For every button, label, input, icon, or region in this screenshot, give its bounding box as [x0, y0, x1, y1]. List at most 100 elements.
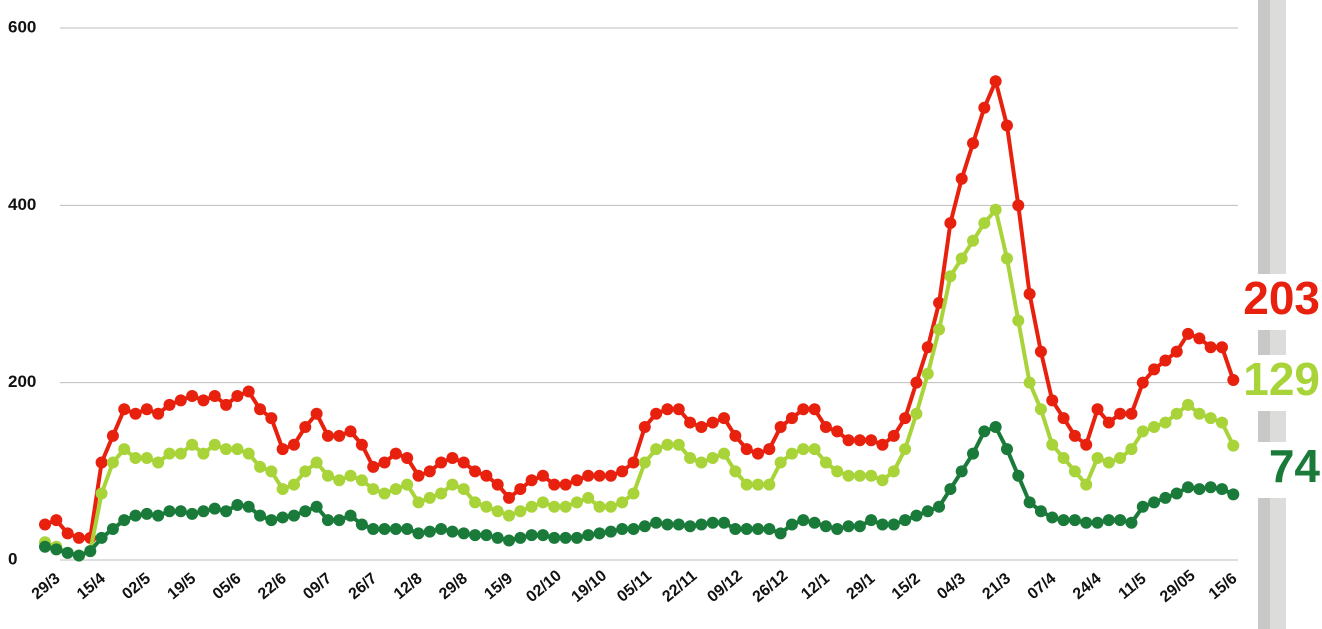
x-tick-label: 15/6 [1206, 570, 1241, 603]
point [367, 483, 380, 496]
point [650, 516, 663, 529]
point [921, 505, 934, 518]
point [129, 407, 142, 420]
point [401, 452, 414, 465]
point [242, 447, 255, 460]
point [604, 500, 617, 513]
point [774, 527, 787, 540]
point [163, 398, 176, 411]
point [186, 507, 199, 520]
point [1204, 412, 1217, 425]
x-tick-label: 05/11 [614, 567, 655, 605]
point [559, 531, 572, 544]
point [1136, 425, 1149, 438]
x-tick-label: 22/11 [659, 567, 700, 605]
point [95, 456, 108, 469]
point [548, 500, 561, 513]
point [163, 505, 176, 518]
x-tick-label: 15/9 [481, 570, 516, 603]
point [1012, 314, 1025, 327]
point [548, 531, 561, 544]
x-tick-label: 19/10 [569, 567, 611, 606]
point [1114, 452, 1127, 465]
point [785, 518, 798, 531]
point [978, 425, 991, 438]
point [921, 367, 934, 380]
point [1159, 491, 1172, 504]
x-tick-label: 04/3 [934, 570, 969, 603]
point [389, 483, 402, 496]
point [344, 509, 357, 522]
point [208, 438, 221, 451]
point [129, 509, 142, 522]
point [661, 403, 674, 416]
point [989, 75, 1002, 88]
y-tick-label: 0 [8, 549, 17, 568]
point [638, 456, 651, 469]
point [570, 474, 583, 487]
x-tick-label: 29/1 [844, 570, 879, 603]
point [1170, 345, 1183, 358]
point [978, 217, 991, 230]
point [1170, 407, 1183, 420]
x-tick-label: 02/5 [119, 570, 154, 603]
point [899, 412, 912, 425]
point [819, 421, 832, 433]
point [61, 527, 74, 540]
point [570, 531, 583, 544]
point [1182, 481, 1195, 494]
point [616, 522, 629, 535]
point [1057, 412, 1070, 425]
x-tick-label: 24/4 [1070, 570, 1105, 603]
point [310, 456, 323, 469]
x-tick-label: 29/3 [29, 570, 64, 603]
point [1204, 341, 1217, 354]
point [672, 403, 685, 416]
x-tick-label: 22/6 [255, 570, 290, 603]
point [50, 514, 63, 527]
point [876, 438, 889, 451]
point [1102, 456, 1115, 469]
point [955, 252, 968, 265]
point [423, 491, 436, 504]
x-tick-label: 12/8 [391, 570, 426, 603]
point [106, 456, 119, 469]
point [446, 452, 459, 465]
point [1034, 345, 1047, 358]
point [423, 465, 436, 478]
point [684, 520, 697, 533]
point [118, 403, 131, 416]
point [50, 543, 63, 556]
point [61, 546, 74, 559]
point [1204, 481, 1217, 494]
point [831, 425, 844, 438]
x-tick-label: 11/5 [1116, 570, 1150, 603]
point [627, 456, 640, 469]
point [152, 407, 165, 420]
point [536, 529, 549, 542]
point [287, 509, 300, 522]
value-label-box [1250, 274, 1322, 330]
point [1136, 500, 1149, 513]
point [491, 478, 504, 491]
point [740, 522, 753, 535]
point [661, 518, 674, 531]
point [1068, 465, 1081, 478]
point [1034, 505, 1047, 518]
point [536, 469, 549, 482]
point [174, 447, 187, 460]
series-line [44, 207, 1236, 558]
point [763, 443, 776, 456]
point [118, 443, 131, 456]
point [152, 509, 165, 522]
point [616, 496, 629, 509]
point [604, 525, 617, 538]
point [910, 376, 923, 389]
point [819, 456, 832, 469]
point [536, 496, 549, 509]
point [106, 522, 119, 535]
point [276, 511, 289, 524]
point [514, 531, 527, 544]
y-tick-label: 400 [8, 195, 36, 214]
